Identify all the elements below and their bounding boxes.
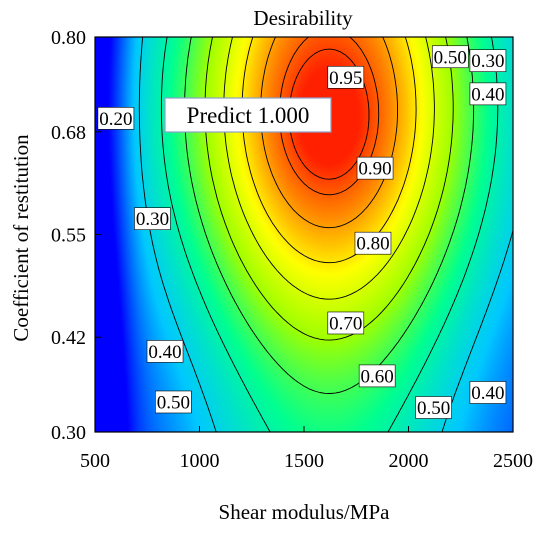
contour-label: 0.50 bbox=[431, 45, 469, 69]
contour-label: 0.70 bbox=[327, 311, 365, 335]
contour-label: 0.30 bbox=[469, 49, 507, 73]
contour-labels: 0.200.300.400.500.600.700.800.900.950.50… bbox=[97, 45, 507, 419]
contour-line-0.3 bbox=[160, 37, 499, 432]
contour-label-text: 0.90 bbox=[358, 159, 391, 180]
predict-box bbox=[164, 97, 332, 133]
contour-label-text: 0.30 bbox=[471, 51, 504, 72]
contour-label-text: 0.30 bbox=[136, 209, 169, 230]
contour-line-0.2 bbox=[138, 37, 513, 432]
x-tick-label: 500 bbox=[80, 450, 110, 472]
x-axis-label: Shear modulus/MPa bbox=[219, 500, 391, 524]
x-tick-label: 2000 bbox=[389, 450, 429, 472]
contour-label: 0.40 bbox=[146, 340, 184, 363]
y-tick-label: 0.55 bbox=[51, 225, 86, 247]
plot-area bbox=[95, 37, 513, 432]
contour-label-text: 0.50 bbox=[157, 392, 190, 413]
contour-label-box bbox=[146, 340, 184, 363]
contour-label-text: 0.50 bbox=[417, 398, 450, 419]
contour-label-text: 0.60 bbox=[361, 366, 394, 387]
contour-label: 0.50 bbox=[415, 396, 452, 419]
x-axis-ticks: 500 1000 1500 2000 2500 bbox=[80, 426, 533, 472]
contour-line-0.6 bbox=[223, 37, 435, 300]
contour-label-text: 0.70 bbox=[329, 313, 362, 334]
contour-label-box bbox=[358, 364, 396, 388]
contour-label: 0.20 bbox=[97, 107, 135, 130]
contour-label-text: 0.40 bbox=[471, 84, 504, 105]
contour-label-text: 0.50 bbox=[434, 47, 467, 68]
contour-label-box bbox=[327, 65, 365, 89]
contour-label-box bbox=[155, 390, 192, 414]
y-tick-label: 0.80 bbox=[51, 27, 86, 49]
predict-text: Predict 1.000 bbox=[187, 103, 310, 128]
desirability-heatmap bbox=[95, 37, 513, 432]
y-tick-label: 0.42 bbox=[51, 327, 86, 349]
contour-label-box bbox=[327, 311, 365, 335]
contour-label-box bbox=[431, 45, 469, 69]
contour-line-0.7 bbox=[241, 37, 417, 264]
prediction-annotation: Predict 1.000 bbox=[164, 97, 332, 133]
contour-label: 0.40 bbox=[469, 82, 507, 106]
contour-label-text: 0.40 bbox=[471, 383, 504, 404]
contour-label-box bbox=[354, 231, 392, 255]
contour-label-box bbox=[469, 49, 507, 73]
contour-label-text: 0.80 bbox=[356, 234, 389, 255]
contour-label: 0.60 bbox=[358, 364, 396, 388]
y-axis-label: Coefficient of restitution bbox=[9, 134, 33, 342]
y-tick-label: 0.68 bbox=[51, 122, 86, 144]
contour-label-box bbox=[356, 156, 394, 180]
x-tick-label: 1500 bbox=[284, 450, 324, 472]
contour-label: 0.30 bbox=[134, 207, 171, 230]
contour-label-box bbox=[469, 381, 507, 404]
x-tick-label: 2500 bbox=[493, 450, 533, 472]
contour-line-0.5 bbox=[204, 37, 454, 341]
contour-label-text: 0.40 bbox=[148, 342, 181, 363]
contour-label: 0.95 bbox=[327, 65, 365, 89]
contour-label: 0.50 bbox=[155, 390, 192, 414]
y-axis-ticks: 0.30 0.42 0.55 0.68 0.80 bbox=[51, 27, 101, 444]
contour-label: 0.40 bbox=[469, 381, 507, 404]
contour-label-text: 0.95 bbox=[329, 68, 362, 89]
contour-label-box bbox=[469, 82, 507, 106]
contour-label-box bbox=[134, 207, 171, 230]
contour-label-box bbox=[97, 107, 135, 130]
y-tick-label: 0.30 bbox=[51, 422, 86, 444]
contour-label: 0.90 bbox=[356, 156, 394, 180]
contour-label: 0.80 bbox=[354, 231, 392, 255]
contour-label-box bbox=[415, 396, 452, 419]
chart-title: Desirability bbox=[253, 6, 353, 30]
x-tick-label: 1000 bbox=[180, 450, 220, 472]
contour-label-text: 0.20 bbox=[99, 109, 132, 130]
